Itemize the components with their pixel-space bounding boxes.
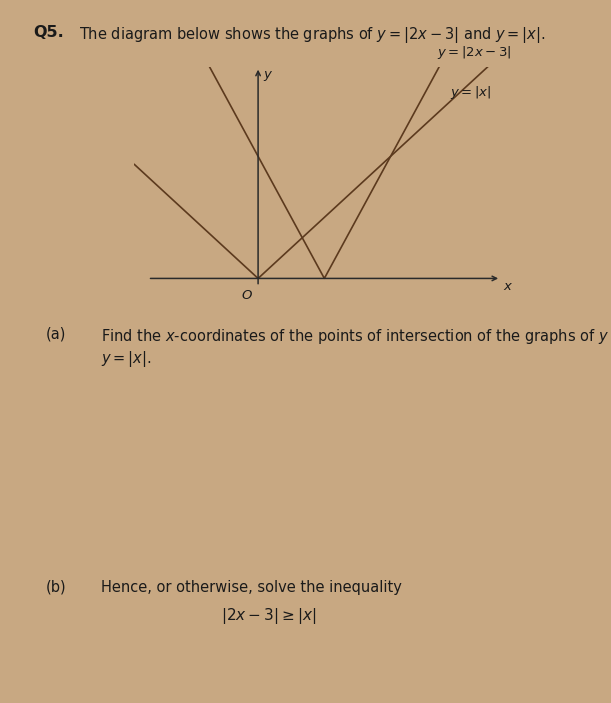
Text: Q5.: Q5. <box>34 25 64 39</box>
Text: $O$: $O$ <box>241 289 253 302</box>
Text: (b): (b) <box>46 580 67 595</box>
Text: $x$: $x$ <box>503 280 513 293</box>
Text: $y$: $y$ <box>263 69 274 83</box>
Text: Find the $x$-coordinates of the points of intersection of the graphs of $y = |2x: Find the $x$-coordinates of the points o… <box>101 327 611 347</box>
Text: $y = |2x - 3|$: $y = |2x - 3|$ <box>437 44 511 60</box>
Text: $y = |x|$: $y = |x|$ <box>450 84 492 101</box>
Text: $y = |x|$.: $y = |x|$. <box>101 349 152 369</box>
Text: The diagram below shows the graphs of $y = |2x - 3|$ and $y = |x|$.: The diagram below shows the graphs of $y… <box>79 25 546 44</box>
Text: Hence, or otherwise, solve the inequality: Hence, or otherwise, solve the inequalit… <box>101 580 401 595</box>
Text: $|2x - 3| \geq |x|$: $|2x - 3| \geq |x|$ <box>221 606 316 626</box>
Text: (a): (a) <box>46 327 66 342</box>
